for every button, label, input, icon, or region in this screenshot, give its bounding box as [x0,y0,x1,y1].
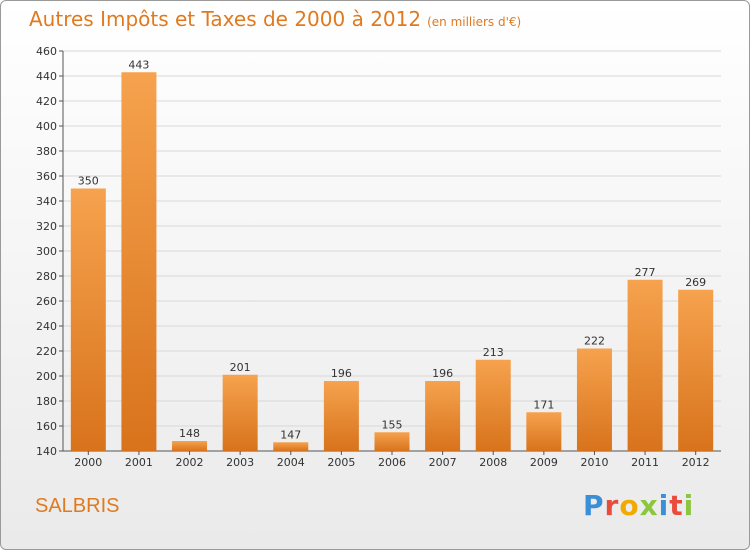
x-tick-label: 2002 [176,456,204,469]
data-label: 350 [78,175,99,188]
bar [475,359,511,451]
y-tick-label: 440 [36,70,57,83]
y-tick-label: 400 [36,120,57,133]
bar [576,348,612,451]
x-tick-label: 2008 [479,456,507,469]
x-tick-label: 2007 [429,456,457,469]
logo-letter: r [604,489,620,522]
bar [374,432,410,451]
y-tick-label: 140 [36,445,57,458]
data-label: 269 [685,276,706,289]
x-tick-label: 2010 [580,456,608,469]
y-tick-label: 160 [36,420,57,433]
data-label: 147 [280,428,301,441]
data-label: 196 [331,367,352,380]
bar [425,381,461,451]
data-label: 155 [382,418,403,431]
y-tick-label: 260 [36,295,57,308]
bar [70,188,106,451]
y-tick-label: 380 [36,145,57,158]
data-label: 277 [635,266,656,279]
bar [526,412,562,451]
bar [678,289,714,451]
bar [273,442,309,451]
logo-letter: o [619,489,640,522]
x-tick-label: 2006 [378,456,406,469]
logo-letter: i [683,489,695,522]
bar [121,72,157,451]
y-tick-label: 460 [36,45,57,58]
data-label: 213 [483,346,504,359]
bar [172,441,208,451]
x-tick-label: 2005 [327,456,355,469]
y-tick-label: 420 [36,95,57,108]
logo-letter: i [658,489,670,522]
x-tick-label: 2000 [74,456,102,469]
bar [222,374,258,451]
data-label: 196 [432,367,453,380]
place-name: SALBRIS [35,495,120,517]
proxiti-logo: Proxiti [583,489,694,522]
y-tick-label: 220 [36,345,57,358]
chart-title: Autres Impôts et Taxes de 2000 à 2012 (en… [29,7,522,31]
x-tick-label: 2012 [682,456,710,469]
y-tick-label: 300 [36,245,57,258]
y-tick-label: 320 [36,220,57,233]
y-tick-label: 340 [36,195,57,208]
chart-subtitle: (en milliers d'€) [427,15,522,29]
y-tick-label: 280 [36,270,57,283]
y-tick-label: 240 [36,320,57,333]
data-label: 201 [230,361,251,374]
bar [627,279,663,451]
data-label: 222 [584,335,605,348]
data-label: 148 [179,427,200,440]
data-label: 443 [128,58,149,71]
logo-letter: P [583,489,605,522]
bar [323,381,359,451]
data-label: 171 [533,398,554,411]
x-tick-label: 2004 [277,456,305,469]
y-tick-label: 200 [36,370,57,383]
y-tick-label: 360 [36,170,57,183]
y-tick-label: 180 [36,395,57,408]
logo-letter: t [669,489,684,522]
x-tick-label: 2011 [631,456,659,469]
x-tick-label: 2001 [125,456,153,469]
logo-letter: x [639,489,659,522]
x-tick-label: 2003 [226,456,254,469]
x-tick-label: 2009 [530,456,558,469]
